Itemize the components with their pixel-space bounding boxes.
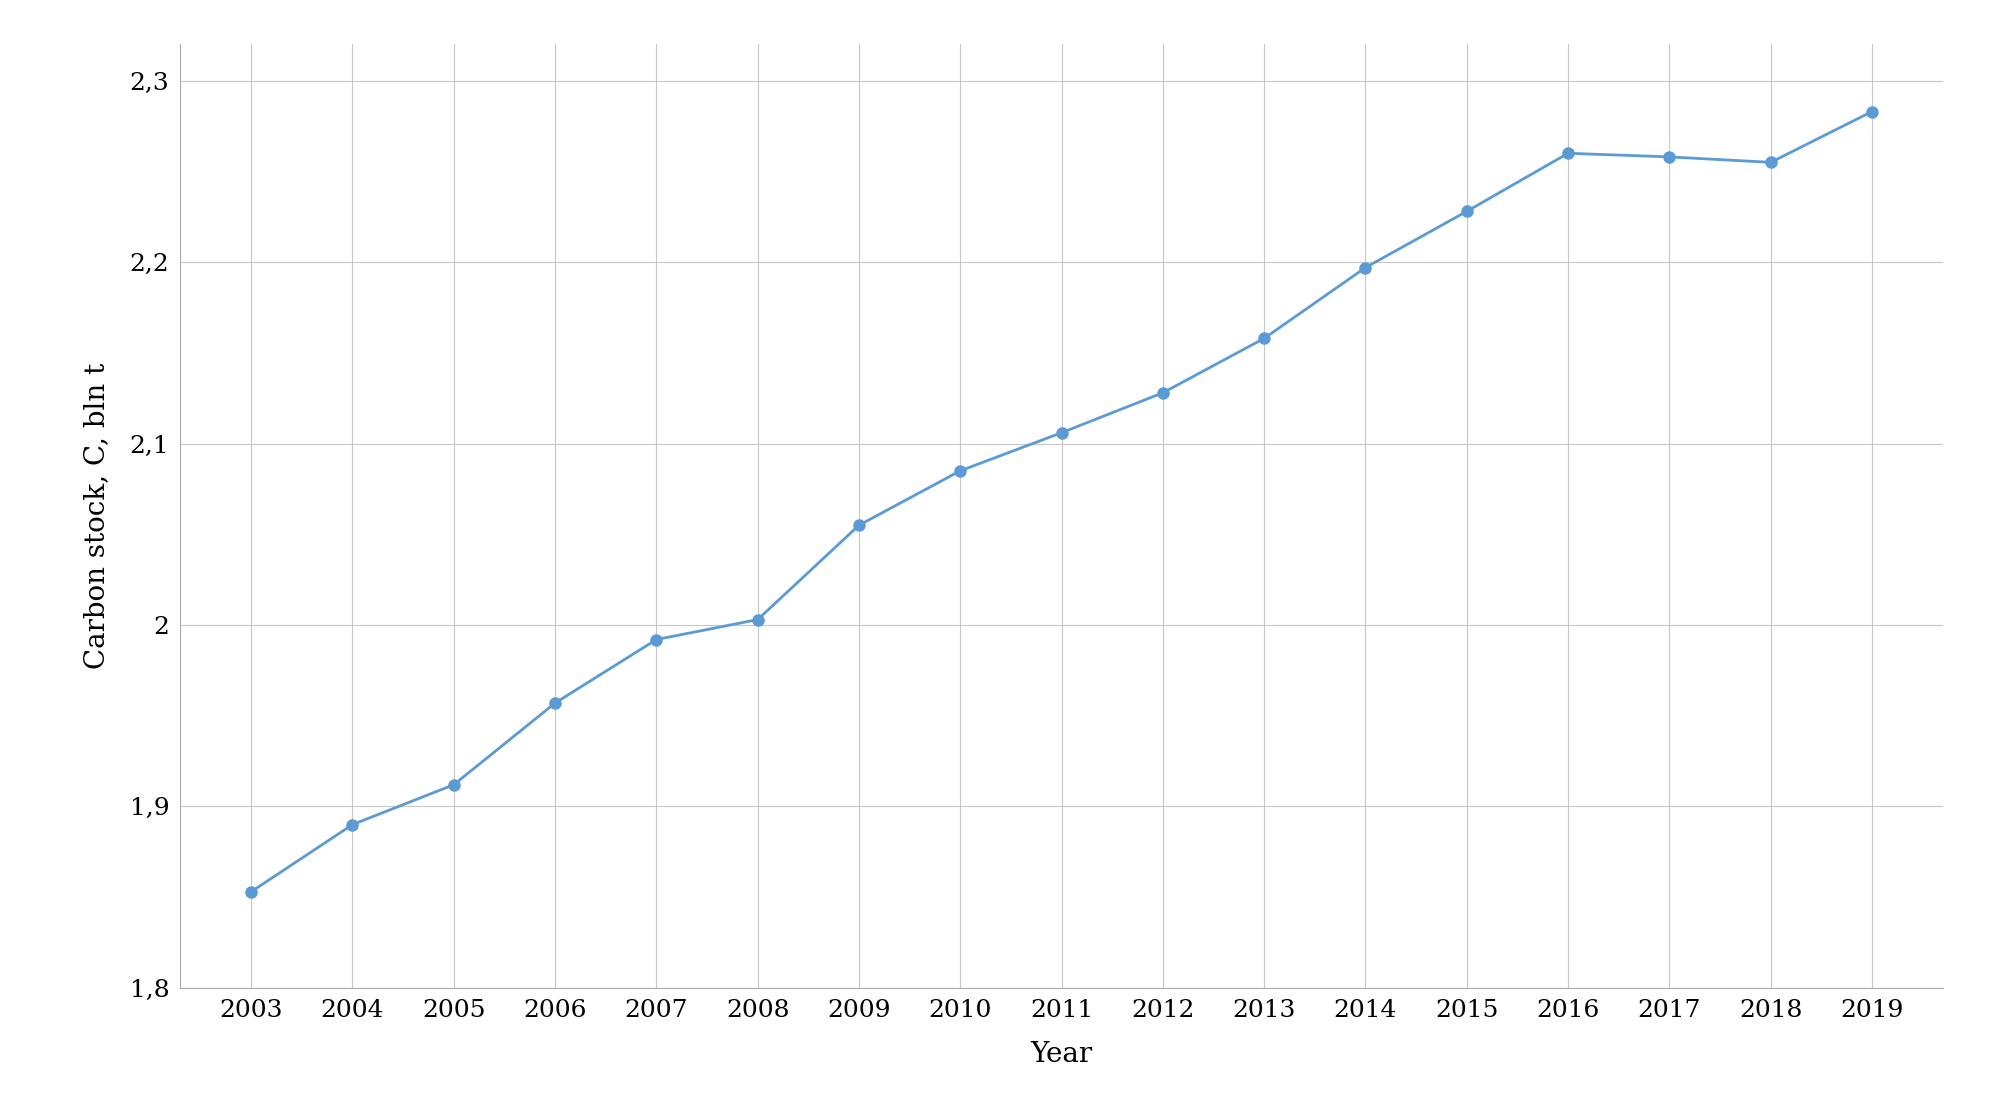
X-axis label: Year: Year — [1030, 1041, 1094, 1069]
Y-axis label: Carbon stock, C, bln t: Carbon stock, C, bln t — [82, 363, 110, 669]
